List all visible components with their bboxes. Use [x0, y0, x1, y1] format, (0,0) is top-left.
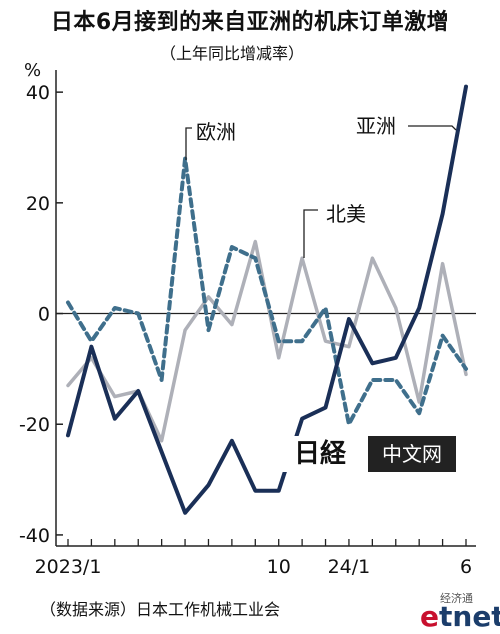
series-label-leader [408, 125, 457, 131]
data-source: （数据来源）日本工作机械工业会 [40, 600, 281, 619]
y-tick-label: -20 [19, 414, 50, 436]
etnet-logo: etnet [420, 600, 500, 633]
series-line [66, 84, 468, 515]
x-tick-label: 24/1 [328, 556, 371, 578]
series-label: 欧洲 [196, 120, 236, 144]
watermark-text: 中文网 [368, 436, 456, 472]
etnet-chinese-name: 经济通 [440, 592, 473, 605]
y-axis-unit: % [24, 60, 42, 81]
series-label: 亚洲 [356, 114, 396, 138]
series-line [66, 239, 468, 443]
y-tick-label: -40 [19, 525, 50, 547]
x-tick-label: 10 [267, 556, 291, 578]
y-tick-label: 40 [26, 82, 50, 104]
y-tick-label: 0 [38, 304, 50, 326]
series-label-leader [303, 209, 318, 258]
nikkei-watermark: 日経 中文网 [272, 436, 456, 472]
y-tick-label: 20 [26, 193, 50, 215]
series-line [66, 156, 468, 427]
x-tick-label: 6 [460, 556, 472, 578]
chart-title: 日本6月接到的来自亚洲的机床订单激增 [50, 10, 450, 35]
nikkei-logo: 日経 [272, 436, 368, 472]
x-tick-label: 2023/1 [35, 556, 102, 578]
chart-subtitle: （上年同比增减率） [160, 44, 305, 63]
series-label: 北美 [326, 202, 366, 226]
series-label-leader [185, 127, 192, 160]
